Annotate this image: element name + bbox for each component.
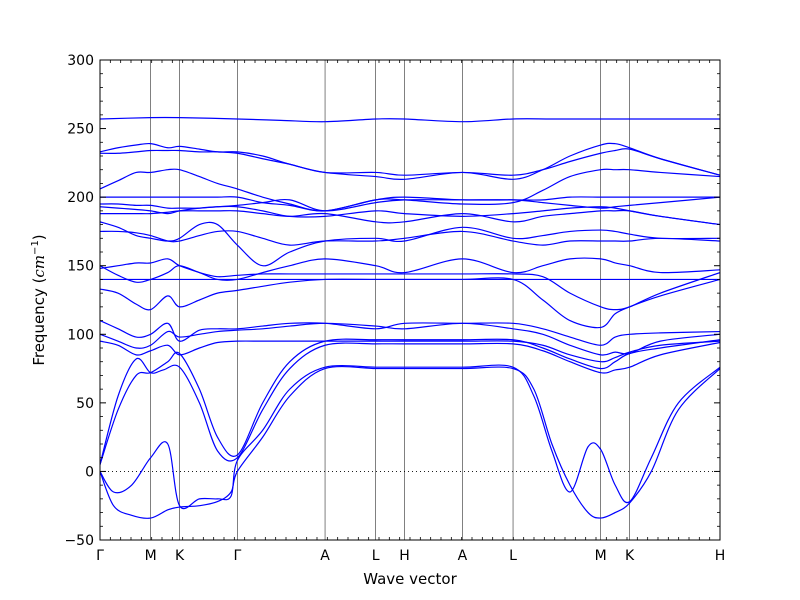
x-tick-label-8: L — [509, 548, 517, 564]
band-line-7 — [100, 277, 720, 329]
band-line-17 — [100, 168, 720, 212]
x-tick-label-5: L — [372, 548, 380, 564]
band-line-13 — [100, 209, 720, 226]
y-axis-title-unit-exponent: −1 — [30, 240, 41, 255]
band-line-11 — [100, 230, 720, 246]
y-tick-label-3: 100 — [67, 327, 94, 343]
x-axis-title: Wave vector — [363, 570, 457, 588]
y-tick-label-4: 150 — [67, 259, 94, 275]
y-tick-label-6: 250 — [67, 122, 94, 138]
y-axis-title-prefix: Frequency ( — [30, 278, 48, 366]
y-axis: −50 0 50 100 150 200 250 300 — [64, 53, 720, 549]
y-tick-label-0: −50 — [64, 533, 94, 549]
x-tick-label-11: H — [715, 548, 726, 564]
band-line-14 — [100, 205, 720, 226]
band-line-1 — [100, 364, 720, 510]
x-tick-label-0: Γ — [96, 548, 104, 564]
band-line-2 — [100, 341, 720, 465]
x-tick-label-4: A — [320, 548, 330, 564]
band-line-18 — [100, 148, 720, 176]
x-tick-label-2: K — [175, 548, 185, 564]
band-line-20 — [100, 116, 720, 123]
x-tick-label-10: K — [625, 548, 635, 564]
band-line-0 — [100, 365, 720, 519]
x-tick-label-9: M — [595, 548, 607, 564]
band-line-4 — [100, 340, 720, 363]
x-tick-label-1: M — [145, 548, 157, 564]
plot-frame — [99, 59, 721, 541]
band-line-9 — [100, 265, 720, 311]
band-line-6 — [100, 320, 720, 346]
band-lines — [100, 116, 720, 519]
high-symmetry-vlines — [99, 60, 721, 540]
band-line-19 — [100, 142, 720, 181]
x-tick-label-7: A — [458, 548, 468, 564]
band-line-3 — [100, 338, 720, 465]
band-line-12 — [100, 221, 720, 267]
band-line-10 — [100, 257, 720, 281]
y-tick-label-2: 50 — [76, 396, 94, 412]
x-tick-label-3: Γ — [233, 548, 241, 564]
y-axis-title: Frequency (cm−1) — [30, 234, 48, 365]
y-tick-label-7: 300 — [67, 53, 94, 69]
x-tick-label-6: H — [399, 548, 410, 564]
y-tick-label-1: 0 — [85, 464, 94, 480]
y-axis-title-suffix: ) — [30, 234, 48, 240]
y-axis-title-unit: cm — [30, 255, 48, 278]
y-tick-label-5: 200 — [67, 190, 94, 206]
